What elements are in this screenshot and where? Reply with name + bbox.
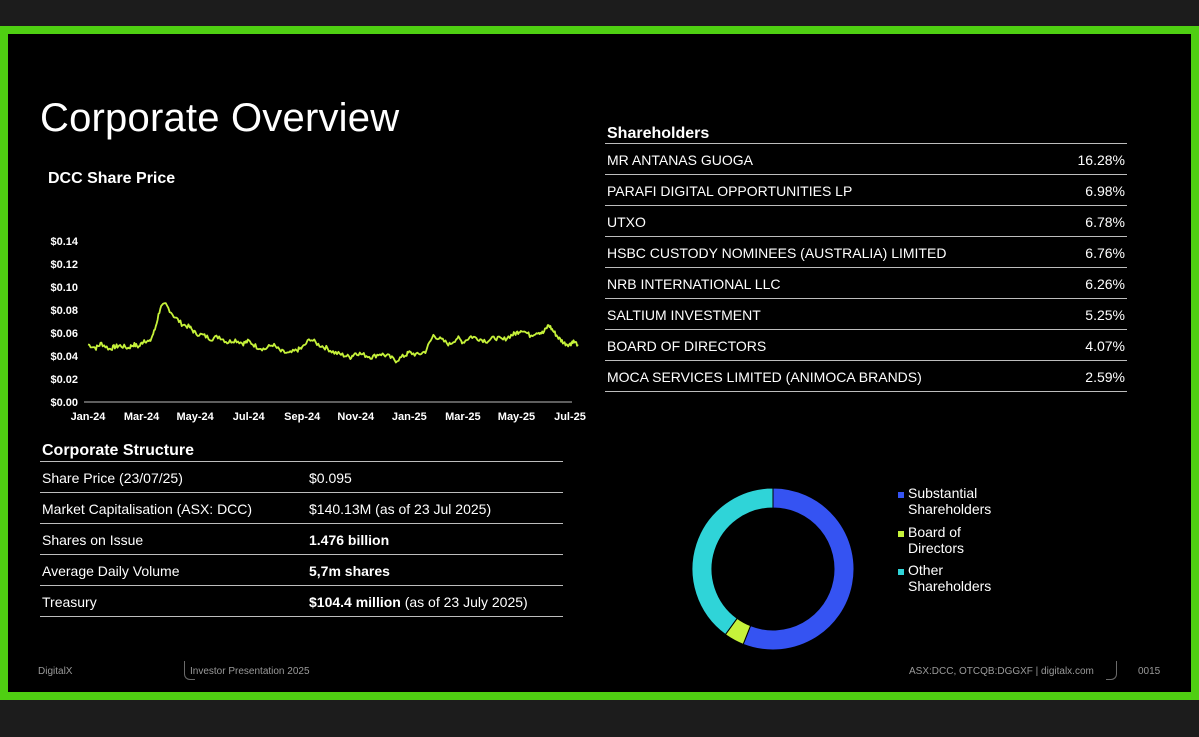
share-price-chart: $0.14 $0.12 $0.10 $0.08 $0.06 $0.04 $0.02 $0.00… xyxy=(50,236,586,423)
legend-label: Substantial Shareholders xyxy=(908,485,992,517)
corporate-structure-title: Corporate Structure xyxy=(42,442,195,459)
shareholder-row: SALTIUM INVESTMENT 5.25% xyxy=(605,299,1127,330)
structure-row: Treasury $104.4 million (as of 23 July 20… xyxy=(40,586,563,617)
price-series-line xyxy=(87,302,579,364)
structure-label: Average Daily Volume xyxy=(42,563,180,579)
legend-swatch xyxy=(898,569,904,575)
shareholder-row: PARAFI DIGITAL OPPORTUNITIES LP 6.98% xyxy=(605,175,1127,206)
structure-row: Average Daily Volume 5,7m shares xyxy=(40,555,563,586)
structure-value: 1.476 billion xyxy=(309,532,389,548)
structure-value-bold: 1.476 billion xyxy=(309,532,390,548)
donut-segment xyxy=(742,487,855,651)
structure-label: Market Capitalisation (ASX: DCC) xyxy=(42,501,253,517)
shareholder-percent: 5.25% xyxy=(1085,307,1125,323)
y-tick-label: $0.06 xyxy=(50,328,78,340)
shareholder-percent: 6.26% xyxy=(1085,276,1125,292)
shareholder-name: UTXO xyxy=(607,214,646,230)
corporate-structure-table: Share Price (23/07/25) $0.095 Market Capit… xyxy=(40,461,563,617)
y-tick-label: $0.14 xyxy=(50,236,78,248)
x-tick-label: Nov-24 xyxy=(337,411,375,423)
x-tick-label: Mar-24 xyxy=(124,411,160,423)
structure-row: Market Capitalisation (ASX: DCC) $140.13M… xyxy=(40,493,563,524)
x-tick-label: Jan-24 xyxy=(71,411,107,423)
structure-row: Share Price (23/07/25) $0.095 xyxy=(40,462,563,493)
shareholder-name: MR ANTANAS GUOGA xyxy=(607,152,753,168)
structure-label: Treasury xyxy=(42,594,97,610)
shareholder-percent: 6.78% xyxy=(1085,214,1125,230)
shareholder-row: HSBC CUSTODY NOMINEES (AUSTRALIA) LIMITE… xyxy=(605,237,1127,268)
shareholders-table: MR ANTANAS GUOGA 16.28% PARAFI DIGITAL OPP… xyxy=(605,143,1127,392)
y-tick-label: $0.10 xyxy=(50,282,78,294)
donut-segment xyxy=(691,487,774,636)
x-tick-label: Jan-25 xyxy=(392,411,427,423)
shareholder-percent: 16.28% xyxy=(1077,152,1125,168)
shareholder-name: MOCA SERVICES LIMITED (ANIMOCA BRANDS) xyxy=(607,369,922,385)
chart-title: DCC Share Price xyxy=(48,170,176,187)
shareholder-percent: 4.07% xyxy=(1085,338,1125,354)
y-tick-label: $0.04 xyxy=(50,351,78,363)
shareholder-row: MR ANTANAS GUOGA 16.28% xyxy=(605,144,1127,175)
structure-label: Shares on Issue xyxy=(42,532,144,548)
legend-label: Other Shareholders xyxy=(908,562,992,594)
y-tick-label: $0.02 xyxy=(50,374,78,386)
legend-swatch xyxy=(898,492,904,498)
shareholder-row: MOCA SERVICES LIMITED (ANIMOCA BRANDS) 2.… xyxy=(605,361,1127,392)
shareholder-name: NRB INTERNATIONAL LLC xyxy=(607,276,781,292)
structure-value: $140.13M (as of 23 Jul 2025) xyxy=(309,501,492,517)
shareholder-row: UTXO 6.78% xyxy=(605,206,1127,237)
structure-label: Share Price (23/07/25) xyxy=(42,470,183,486)
shareholder-percent: 2.59% xyxy=(1085,369,1125,385)
shareholder-name: BOARD OF DIRECTORS xyxy=(607,338,767,354)
structure-value: $0.095 xyxy=(309,470,352,486)
page-number: 0015 xyxy=(1138,666,1161,677)
structure-value: $104.4 million (as of 23 July 2025) xyxy=(309,594,528,610)
shareholder-percent: 6.76% xyxy=(1085,245,1125,261)
shareholder-donut-chart xyxy=(691,487,855,651)
y-tick-label: $0.00 xyxy=(50,397,78,409)
structure-row: Shares on Issue 1.476 billion xyxy=(40,524,563,555)
legend-label: Board of Directors xyxy=(908,523,965,556)
slide: Corporate Overview DCC Share Price $0.14… xyxy=(8,34,1191,692)
footer-tickers: ASX:DCC, OTCQB:DGGXF | digitalx.com xyxy=(909,666,1094,677)
slide-title: Corporate Overview xyxy=(40,96,400,140)
shareholder-percent: 6.98% xyxy=(1085,183,1125,199)
x-tick-label: May-25 xyxy=(498,411,535,423)
x-tick-label: Jul-25 xyxy=(554,411,586,423)
legend-swatch xyxy=(898,530,904,537)
footer-brand: DigitalX xyxy=(38,666,73,677)
footer-divider xyxy=(184,661,195,680)
y-tick-label: $0.08 xyxy=(50,305,78,317)
shareholder-name: SALTIUM INVESTMENT xyxy=(607,307,761,323)
structure-value-bold: 5,7m shares xyxy=(309,563,390,579)
y-tick-label: $0.12 xyxy=(50,259,78,271)
slide-frame: Corporate Overview DCC Share Price $0.14… xyxy=(0,26,1199,700)
x-tick-label: Jul-24 xyxy=(233,411,266,423)
x-tick-label: Mar-25 xyxy=(445,411,480,423)
footer-presentation: Investor Presentation 2025 xyxy=(190,666,310,677)
shareholder-row: NRB INTERNATIONAL LLC 6.26% xyxy=(605,268,1127,299)
structure-value-bold: $104.4 million xyxy=(309,594,401,610)
shareholder-row: BOARD OF DIRECTORS 4.07% xyxy=(605,330,1127,361)
structure-value-note: (as of 23 July 2025) xyxy=(400,594,528,610)
shareholders-title: Shareholders xyxy=(607,125,710,142)
structure-value: 5,7m shares xyxy=(309,563,390,579)
x-tick-label: May-24 xyxy=(176,411,214,423)
shareholder-name: HSBC CUSTODY NOMINEES (AUSTRALIA) LIMITE… xyxy=(607,245,947,261)
footer-divider xyxy=(1106,661,1117,680)
shareholder-name: PARAFI DIGITAL OPPORTUNITIES LP xyxy=(607,183,853,199)
x-tick-label: Sep-24 xyxy=(284,411,321,423)
